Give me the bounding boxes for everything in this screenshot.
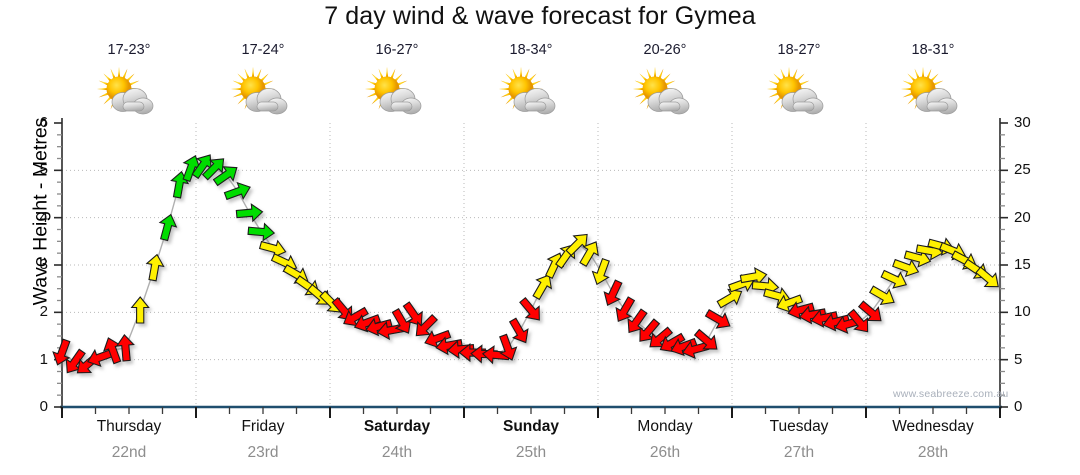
wind-arrow	[847, 308, 869, 333]
day-date-friday: 23rd	[247, 444, 279, 461]
wind-arrow	[892, 258, 920, 278]
wind-arrow	[704, 309, 731, 329]
partly-cloudy-icon	[69, 62, 189, 124]
left-tick-4: 4	[39, 208, 48, 226]
wind-arrow	[158, 213, 178, 242]
wind-arrow	[615, 296, 636, 323]
day-name-monday: Monday	[637, 418, 693, 435]
partly-cloudy-icon	[873, 62, 993, 124]
right-tick-15: 15	[1014, 256, 1031, 273]
wind-arrow	[446, 339, 475, 360]
temperature-range-monday: 20-26°	[643, 42, 687, 58]
wind-arrow	[115, 333, 135, 362]
watermark: www.seabreeze.com.au	[893, 388, 1009, 400]
day-name-sunday: Sunday	[503, 418, 559, 435]
wind-arrow	[52, 338, 71, 366]
wind-arrow	[235, 203, 264, 223]
wind-arrow	[975, 266, 999, 288]
partly-cloudy-icon	[471, 62, 591, 124]
day-name-wednesday: Wednesday	[892, 418, 974, 435]
day-date-saturday: 24th	[381, 444, 413, 461]
day-name-friday: Friday	[241, 418, 285, 435]
day-date-monday: 26th	[649, 444, 681, 461]
day-name-tuesday: Tuesday	[769, 418, 829, 435]
left-tick-2: 2	[39, 303, 48, 321]
temperature-range-saturday: 16-27°	[375, 42, 419, 58]
temperature-range-tuesday: 18-27°	[777, 42, 821, 58]
wind-arrow	[130, 296, 150, 324]
wind-arrow	[212, 166, 238, 187]
wind-arrow	[716, 288, 743, 309]
wind-arrow	[579, 241, 599, 268]
wind-arrow	[532, 274, 553, 301]
day-date-thursday: 22nd	[111, 444, 147, 461]
wind-arrow	[415, 313, 439, 337]
temperature-range-wednesday: 18-31°	[911, 42, 955, 58]
day-name-thursday: Thursday	[96, 418, 162, 435]
wind-arrow	[499, 333, 518, 361]
partly-cloudy-icon	[203, 62, 323, 124]
temperature-range-friday: 17-24°	[241, 42, 285, 58]
left-tick-5: 5	[39, 161, 48, 179]
wind-arrow	[787, 301, 815, 320]
wind-arrow	[693, 328, 718, 350]
wind-arrow	[145, 253, 165, 282]
wind-arrow	[435, 336, 463, 356]
wind-arrow	[519, 296, 540, 321]
right-tick-20: 20	[1014, 208, 1031, 226]
wind-arrow	[868, 285, 895, 306]
wind-arrow	[201, 158, 225, 181]
wind-arrow	[857, 300, 882, 322]
right-tick-5: 5	[1014, 350, 1023, 368]
partly-cloudy-icon	[337, 62, 457, 124]
wind-arrow	[591, 257, 610, 286]
right-tick-25: 25	[1014, 161, 1031, 179]
left-tick-3: 3	[39, 256, 48, 273]
left-tick-0: 0	[39, 398, 48, 415]
left-tick-6: 6	[39, 114, 48, 131]
page-title: 7 day wind & wave forecast for Gymea	[324, 2, 756, 30]
wind-arrow	[247, 222, 276, 242]
wind-arrow	[508, 317, 529, 344]
partly-cloudy-icon	[739, 62, 859, 124]
partly-cloudy-icon	[605, 62, 725, 124]
temperature-range-sunday: 18-34°	[509, 42, 553, 58]
wind-arrow	[603, 279, 623, 306]
wind-arrow	[402, 301, 423, 327]
day-name-saturday: Saturday	[363, 418, 431, 435]
temperature-range-thursday: 17-23°	[107, 42, 151, 58]
right-tick-0: 0	[1014, 398, 1023, 415]
left-tick-1: 1	[39, 350, 48, 368]
right-tick-10: 10	[1014, 303, 1031, 321]
day-date-sunday: 25th	[515, 444, 547, 461]
day-date-tuesday: 27th	[783, 444, 815, 461]
wind-arrow	[880, 269, 908, 289]
day-date-wednesday: 28th	[917, 444, 949, 461]
wind-arrow	[223, 181, 251, 201]
right-tick-30: 30	[1014, 114, 1031, 131]
